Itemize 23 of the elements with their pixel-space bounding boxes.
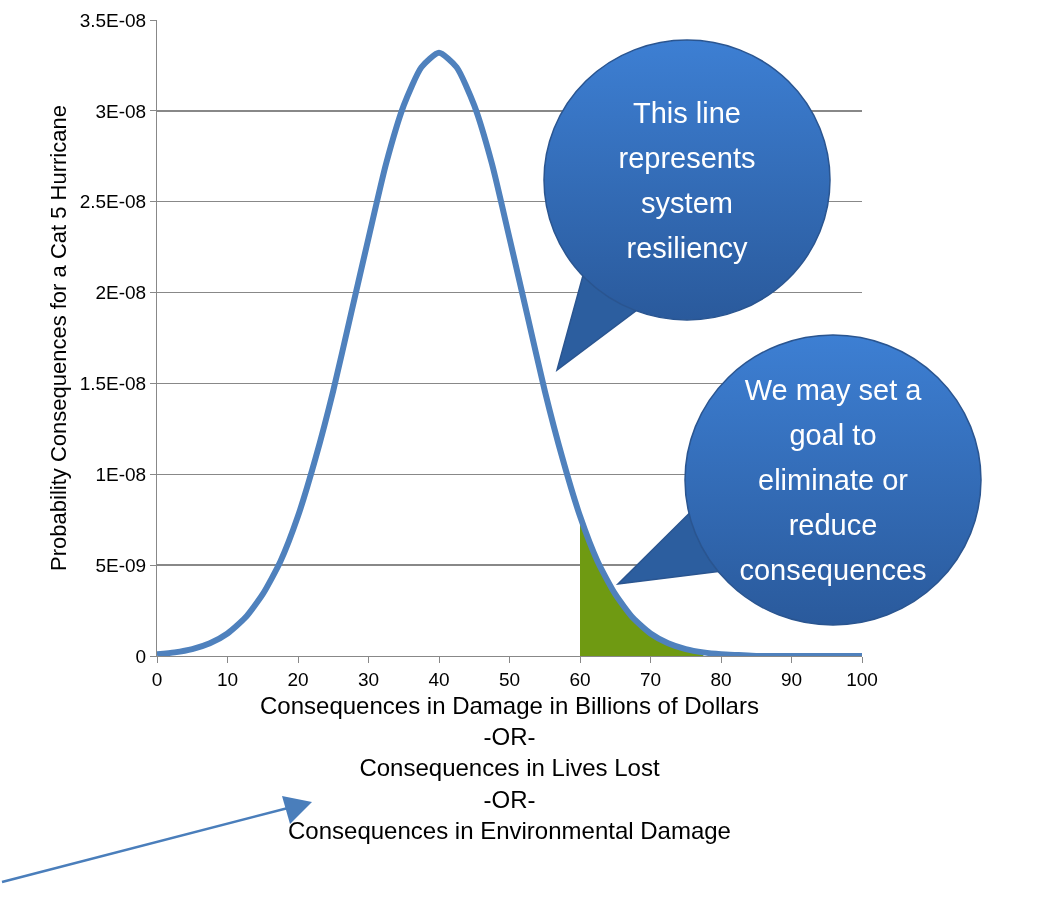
annotation: This line represents system resiliency <box>618 96 756 264</box>
y-tick-label: 1.5E-08 <box>79 373 147 395</box>
y-tick-label: 3.5E-08 <box>79 9 147 31</box>
y-tick-label: 3E-08 <box>95 100 147 122</box>
y-tick-label: 5E-09 <box>95 554 147 576</box>
x-tick-label: 60 <box>569 668 591 690</box>
x-tick-label: 80 <box>710 668 732 690</box>
x-tick-label: 50 <box>498 668 521 690</box>
x-tick-label: 30 <box>357 668 380 690</box>
y-tick-label: 2.5E-08 <box>79 191 147 213</box>
y-axis-title: Probability Consequences for a Cat 5 Hurricane <box>46 105 72 571</box>
x-tick-label: 0 <box>151 668 163 690</box>
x-tick-label: 10 <box>216 668 239 690</box>
x-tick-label: 90 <box>780 668 803 690</box>
x-axis-title: Consequences in Damage in Billions of Dollars -OR- Consequences in Lives Lost -OR- Consequences in Environmental Damage <box>260 692 759 844</box>
x-tick-label: 40 <box>428 668 450 690</box>
annotation: We may set a goal to eliminate or reduce consequences <box>739 374 927 586</box>
y-tick-label: 2E-08 <box>95 282 147 304</box>
x-tick-label: 100 <box>846 668 878 690</box>
y-tick-label: 0 <box>135 645 147 667</box>
y-tick-label: 1E-08 <box>95 463 147 485</box>
x-tick-label: 20 <box>287 668 309 690</box>
x-tick-label: 70 <box>639 668 662 690</box>
